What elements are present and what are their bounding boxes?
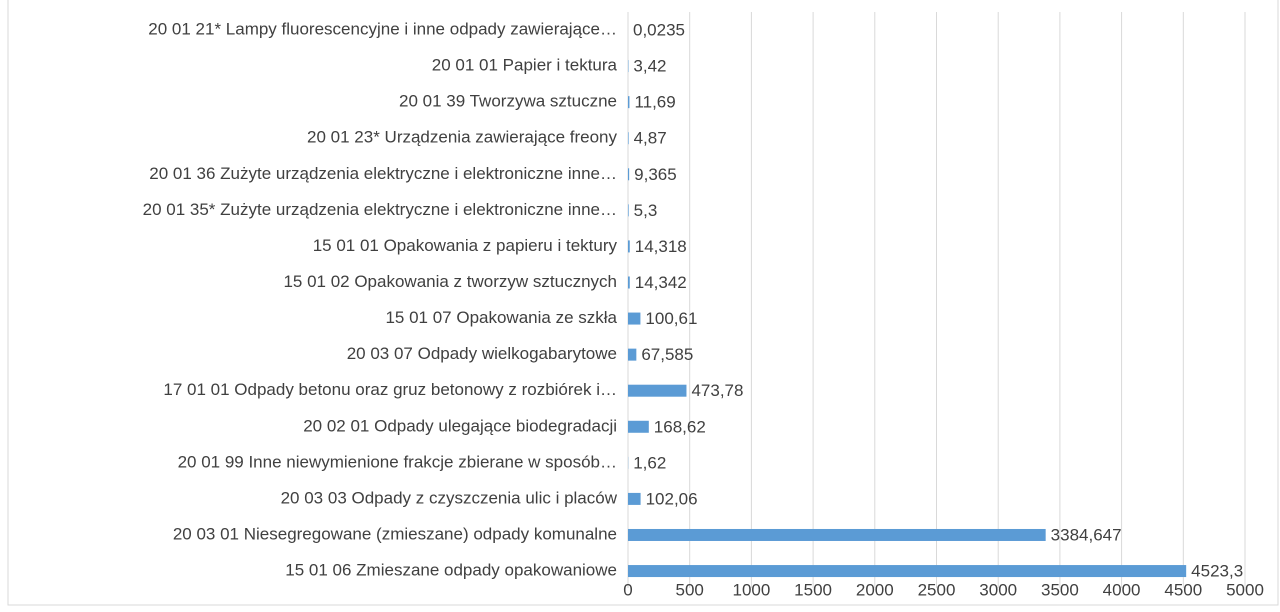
x-tick-label: 1500 [794,580,832,599]
data-label: 168,62 [654,417,706,436]
data-label: 4,87 [634,129,667,148]
x-tick-label: 0 [623,580,632,599]
bar [628,276,630,289]
y-tick-label: 15 01 01 Opakowania z papieru i tektury [313,236,618,255]
y-tick-label: 20 02 01 Odpady ulegające biodegradacji [303,416,617,435]
data-label: 0,0235 [633,20,685,39]
x-tick-label: 4500 [1164,580,1202,599]
bar [628,204,629,217]
x-tick-label: 5000 [1226,580,1264,599]
x-tick-label: 1000 [732,580,770,599]
y-tick-label: 15 01 07 Opakowania ze szkła [385,308,617,327]
y-tick-label: 20 01 39 Tworzywa sztuczne [399,92,617,111]
y-tick-label: 15 01 02 Opakowania z tworzyw sztucznych [283,272,617,291]
x-tick-label: 3000 [979,580,1017,599]
y-tick-label: 15 01 06 Zmieszane odpady opakowaniowe [285,561,617,580]
bar [628,168,630,181]
data-label: 102,06 [646,489,698,508]
data-label: 3,42 [633,57,666,76]
x-tick-label: 500 [676,580,704,599]
data-label: 473,78 [691,381,743,400]
bar [628,528,1046,541]
data-label: 1,62 [633,453,666,472]
bar [628,492,641,505]
y-tick-label: 17 01 01 Odpady betonu oraz gruz betonow… [163,380,617,399]
data-label: 67,585 [641,345,693,364]
data-label: 3384,647 [1051,525,1122,544]
y-tick-label: 20 01 99 Inne niewymienione frakcje zbie… [178,452,617,471]
y-tick-label: 20 03 01 Niesegregowane (zmieszane) odpa… [173,524,617,543]
bar [628,420,649,433]
y-tick-label: 20 03 03 Odpady z czyszczenia ulic i pla… [281,488,618,507]
data-label: 4523,3 [1191,562,1243,581]
bar [628,348,637,361]
data-label: 9,365 [634,165,677,184]
y-tick-label: 20 03 07 Odpady wielkogabarytowe [347,344,617,363]
bar [628,384,687,397]
data-label: 14,318 [635,237,687,256]
data-label: 11,69 [634,93,675,112]
x-tick-label: 2000 [856,580,894,599]
bar [628,565,1187,578]
y-tick-label: 20 01 35* Zużyte urządzenia elektryczne … [143,200,617,219]
x-tick-label: 4000 [1103,580,1141,599]
chart-frame [7,0,1279,606]
y-tick-label: 20 01 23* Urządzenia zawierające freony [307,128,617,147]
y-tick-label: 20 01 21* Lampy fluorescencyjne i inne o… [148,19,617,38]
bar [628,96,630,109]
y-tick-label: 20 01 36 Zużyte urządzenia elektryczne i… [149,164,617,183]
data-label: 5,3 [634,201,658,220]
x-tick-label: 2500 [918,580,956,599]
x-tick-label: 3500 [1041,580,1079,599]
data-label: 100,61 [645,309,697,328]
y-tick-label: 20 01 01 Papier i tektura [432,56,618,75]
bar [628,312,641,325]
bar [628,240,630,253]
data-label: 14,342 [635,273,687,292]
bar [628,132,629,145]
